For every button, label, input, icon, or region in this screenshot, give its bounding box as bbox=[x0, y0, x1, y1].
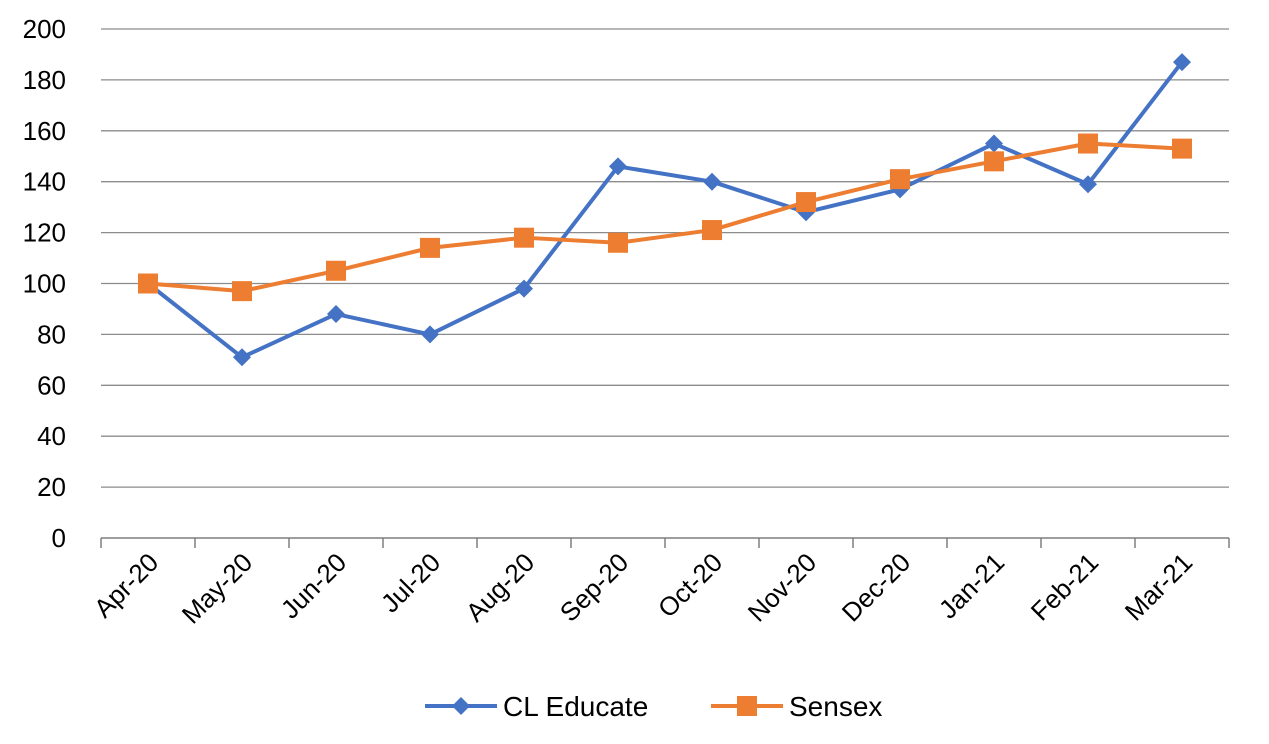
data-series bbox=[138, 53, 1192, 367]
x-tick-label: Sep-20 bbox=[554, 547, 634, 627]
data-point-sensex bbox=[138, 273, 158, 294]
data-point-cl-educate bbox=[703, 172, 721, 191]
data-point-cl-educate bbox=[1173, 53, 1191, 72]
x-axis-tick-labels: Apr-20 May-20 Jun-20 Jul-20 Aug-20 Sep-20 Oct-… bbox=[88, 547, 1198, 630]
data-point-sensex bbox=[1172, 138, 1192, 159]
y-tick-label: 180 bbox=[23, 65, 66, 95]
x-tick-label: Oct-20 bbox=[652, 547, 728, 623]
data-point-sensex bbox=[608, 232, 628, 253]
y-tick-label: 0 bbox=[52, 523, 66, 553]
legend: CL Educate Sensex bbox=[425, 691, 882, 722]
x-tick-label: Jul-20 bbox=[375, 547, 446, 618]
data-point-cl-educate bbox=[985, 134, 1003, 153]
data-point-sensex bbox=[420, 237, 440, 258]
series-line-sensex bbox=[147, 141, 1183, 294]
data-point-cl-educate bbox=[327, 305, 345, 324]
x-tick-label: Nov-20 bbox=[742, 547, 822, 627]
data-point-cl-educate bbox=[609, 157, 627, 176]
data-point-cl-educate bbox=[1079, 175, 1097, 194]
legend-label: CL Educate bbox=[503, 691, 648, 722]
legend-item-cl-educate: CL Educate bbox=[425, 691, 648, 722]
series-line-cl-educate bbox=[146, 60, 1184, 360]
data-point-sensex bbox=[326, 260, 346, 281]
y-tick-label: 160 bbox=[23, 116, 66, 146]
x-tick-label: Jun-20 bbox=[275, 547, 352, 624]
x-tick-label: May-20 bbox=[176, 547, 259, 630]
data-point-cl-educate bbox=[421, 325, 439, 344]
data-point-sensex bbox=[702, 220, 722, 241]
data-point-sensex bbox=[514, 227, 534, 248]
x-tick-label: Aug-20 bbox=[460, 547, 540, 627]
data-point-sensex bbox=[984, 151, 1004, 172]
y-tick-label: 80 bbox=[37, 319, 66, 349]
x-tick-label: Apr-20 bbox=[88, 547, 164, 623]
y-tick-label: 200 bbox=[23, 14, 66, 44]
y-tick-label: 20 bbox=[37, 472, 66, 502]
data-point-sensex bbox=[796, 192, 816, 213]
x-tick-label: Dec-20 bbox=[836, 547, 916, 627]
data-point-sensex bbox=[232, 281, 252, 302]
x-tick-label: Jan-21 bbox=[933, 547, 1010, 624]
data-point-sensex bbox=[890, 169, 910, 190]
legend-marker bbox=[737, 696, 757, 716]
x-tick-label: Feb-21 bbox=[1025, 547, 1104, 626]
series-sensex bbox=[138, 133, 1192, 302]
y-tick-label: 140 bbox=[23, 167, 66, 197]
x-axis bbox=[100, 537, 1230, 548]
x-tick-label: Mar-21 bbox=[1119, 547, 1198, 626]
series-cl-educate bbox=[139, 53, 1191, 367]
legend-marker bbox=[452, 697, 470, 715]
y-tick-label: 100 bbox=[23, 269, 66, 299]
y-tick-label: 60 bbox=[37, 370, 66, 400]
y-tick-label: 120 bbox=[23, 218, 66, 248]
y-axis-tick-labels: 0 20 40 60 80 100 120 140 160 180 200 bbox=[23, 14, 66, 553]
gridlines bbox=[101, 28, 1229, 488]
data-point-cl-educate bbox=[233, 348, 251, 367]
legend-item-sensex: Sensex bbox=[711, 691, 882, 722]
data-point-sensex bbox=[1078, 133, 1098, 154]
legend-label: Sensex bbox=[789, 691, 882, 722]
data-point-cl-educate bbox=[515, 279, 533, 298]
y-tick-label: 40 bbox=[37, 421, 66, 451]
